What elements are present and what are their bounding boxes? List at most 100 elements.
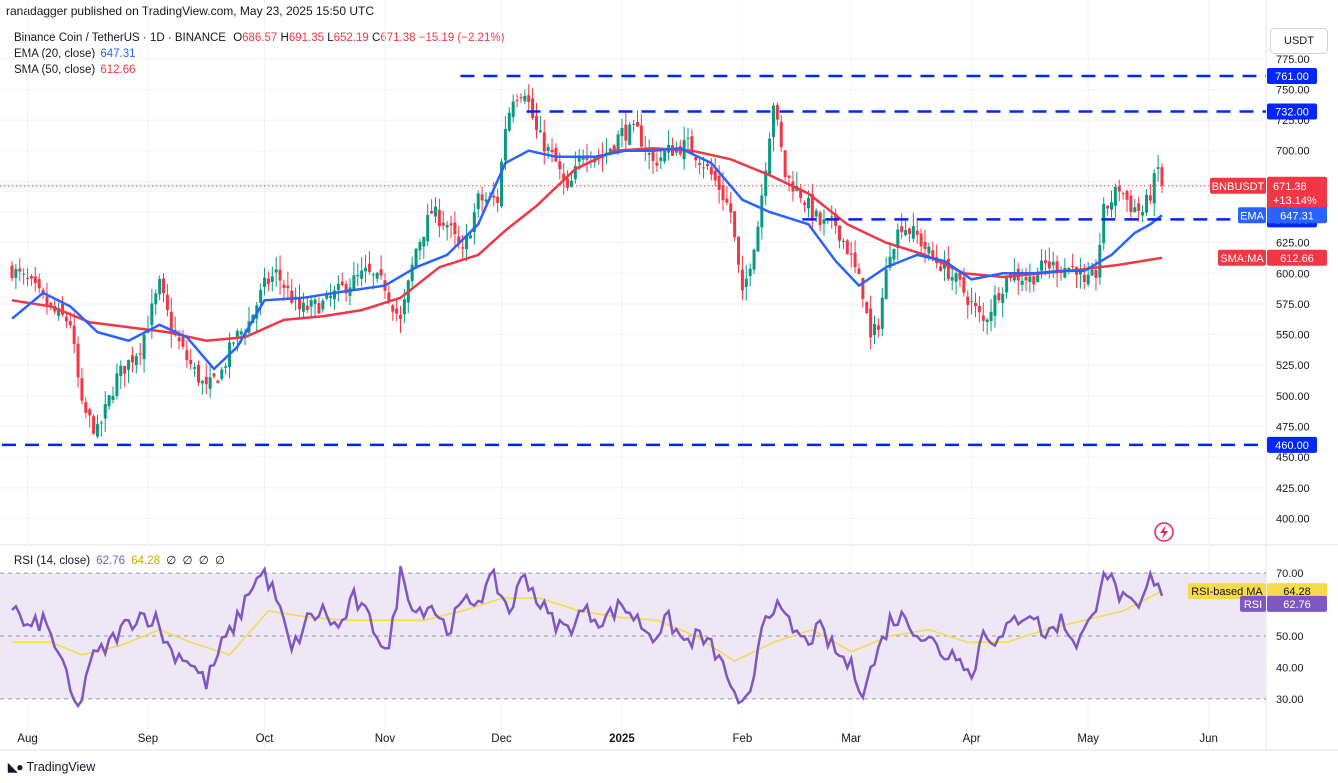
candle-body <box>783 150 787 178</box>
time-tick-label: Oct <box>256 733 275 745</box>
candle-body <box>72 325 76 344</box>
time-tick-label: Feb <box>732 733 752 745</box>
sma-tag-bg <box>1218 249 1266 266</box>
candle-body <box>907 228 911 234</box>
ohlc-close: C671.38 <box>372 32 416 44</box>
candle-body <box>352 275 356 290</box>
candle-body <box>64 316 68 322</box>
candle-body <box>80 378 84 401</box>
candle-body <box>896 229 900 248</box>
candle-body <box>939 266 943 271</box>
price-tick-label: 475.00 <box>1276 422 1310 434</box>
ema-price-tag-bg <box>1267 207 1327 224</box>
candle-body <box>1094 269 1098 278</box>
candle-body <box>865 301 869 314</box>
candle-body <box>1071 265 1075 267</box>
price-tick-label: 625.00 <box>1276 238 1310 250</box>
rsi-line <box>11 565 1164 709</box>
candle-body <box>884 269 888 300</box>
candle-body <box>200 380 204 384</box>
candle-body <box>616 134 620 153</box>
ohlc-change: −15.19 (−2.21%) <box>418 32 505 44</box>
candle-body <box>873 323 876 336</box>
tradingview-footer[interactable]: ◣● TradingView <box>8 760 95 774</box>
candle-body <box>620 127 624 137</box>
candle-body <box>266 278 270 285</box>
tradingview-brand: TradingView <box>26 760 96 774</box>
candle-body <box>49 302 53 307</box>
candle-body <box>1055 261 1059 274</box>
ema-tag: EMA <box>1240 210 1265 222</box>
candle-body <box>1125 191 1129 200</box>
rsi-tick-label: 50.00 <box>1276 631 1304 643</box>
rsi-tick-label: 30.00 <box>1276 694 1304 706</box>
candle-body <box>68 321 72 326</box>
candle-body <box>14 268 18 278</box>
candle-body <box>534 115 538 131</box>
candle-body <box>26 278 30 280</box>
candle-body <box>779 121 783 148</box>
candle-body <box>511 101 515 118</box>
sma-legend-label: SMA (50, close) <box>14 64 96 76</box>
candle-body <box>465 235 469 249</box>
candle-body <box>457 236 461 244</box>
candle-body <box>966 296 970 305</box>
candle-body <box>336 283 340 290</box>
candle-body <box>45 296 49 307</box>
symbol-tag-bg <box>1210 177 1266 194</box>
candle-body <box>818 212 822 226</box>
candle-body <box>950 277 954 281</box>
currency-button[interactable]: USDT <box>1270 28 1328 54</box>
lightning-icon <box>1154 522 1174 542</box>
candle-body <box>1032 276 1036 285</box>
candle-body <box>566 178 570 188</box>
candle-body <box>111 395 115 400</box>
candle-body <box>1005 277 1009 293</box>
candle-body <box>904 230 908 236</box>
candle-body <box>709 166 713 175</box>
rsi-tag-bg <box>1240 595 1266 612</box>
candle-body <box>900 226 904 233</box>
candle-body <box>92 416 96 434</box>
candle-body <box>391 305 395 312</box>
candle-body <box>142 334 146 360</box>
lightning-bolt-icon <box>1160 525 1168 539</box>
candle-body <box>99 422 103 424</box>
candle-body <box>705 163 709 167</box>
price-tick-label: 600.00 <box>1276 268 1310 280</box>
candle-body <box>1063 267 1067 278</box>
rsi-tag: RSI <box>1244 599 1262 611</box>
sma-legend: SMA (50, close) 612.66 <box>14 64 136 76</box>
candle-body <box>88 409 92 416</box>
candle-body <box>189 359 193 365</box>
rsi-tick-label: 70.00 <box>1276 568 1304 580</box>
candle-body <box>1129 195 1133 212</box>
candle-body <box>410 264 414 282</box>
candle-body <box>449 223 453 226</box>
candle-body <box>360 270 364 279</box>
candle-body <box>810 193 814 219</box>
candle-body <box>224 366 228 368</box>
price-tick-label: 400.00 <box>1276 513 1310 525</box>
candle-body <box>127 359 131 370</box>
candle-body <box>1109 202 1113 210</box>
candle-body <box>985 319 989 323</box>
candle-body <box>977 305 981 313</box>
candle-body <box>484 199 488 202</box>
candle-body <box>61 303 65 315</box>
candle-body <box>1106 205 1110 209</box>
candle-body <box>729 203 733 213</box>
time-tick-label: Mar <box>841 733 861 745</box>
candle-body <box>853 252 857 268</box>
candle-body <box>1141 212 1145 216</box>
candle-body <box>169 311 173 334</box>
candle-body <box>1102 203 1106 244</box>
candle-body <box>387 292 391 301</box>
candle-body <box>725 198 729 203</box>
price-tick-label: 700.00 <box>1276 146 1310 158</box>
candle-body <box>1160 167 1164 186</box>
candle-body <box>573 165 577 180</box>
candle-body <box>927 246 931 254</box>
candle-body <box>453 222 457 235</box>
